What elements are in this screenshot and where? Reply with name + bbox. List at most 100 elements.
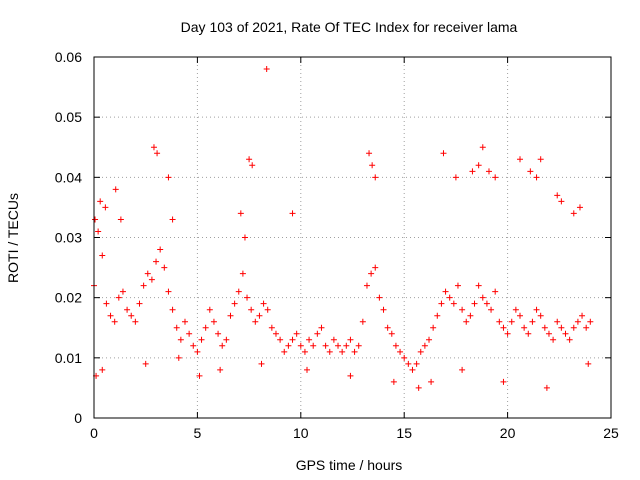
y-axis-label: ROTI / TECUs: [5, 193, 21, 283]
data-point: [459, 366, 466, 373]
data-point: [543, 384, 550, 391]
data-point: [144, 270, 151, 277]
data-point: [231, 300, 238, 307]
data-point: [368, 270, 375, 277]
data-point: [237, 210, 244, 217]
data-point: [210, 318, 217, 325]
data-point: [583, 324, 590, 331]
data-point: [175, 354, 182, 361]
data-point: [430, 324, 437, 331]
data-point: [558, 324, 565, 331]
data-point: [115, 294, 122, 301]
data-point: [285, 342, 292, 349]
data-point: [293, 330, 300, 337]
data-point: [384, 324, 391, 331]
x-tick-label: 10: [293, 425, 309, 441]
data-point: [541, 324, 548, 331]
y-tick-label: 0.04: [55, 169, 82, 185]
data-point: [304, 366, 311, 373]
data-point: [310, 342, 317, 349]
data-point: [289, 210, 296, 217]
data-point: [570, 210, 577, 217]
data-point: [426, 336, 433, 343]
data-point: [219, 342, 226, 349]
data-point: [343, 342, 350, 349]
data-point: [186, 330, 193, 337]
x-tick-label: 20: [500, 425, 516, 441]
data-point: [268, 324, 275, 331]
data-point: [95, 228, 102, 235]
data-point: [326, 348, 333, 355]
data-point: [392, 342, 399, 349]
data-point: [339, 348, 346, 355]
chart-title: Day 103 of 2021, Rate Of TEC Index for r…: [181, 19, 518, 35]
data-point: [415, 384, 422, 391]
data-point: [215, 330, 222, 337]
data-point: [442, 288, 449, 295]
data-point: [252, 318, 259, 325]
data-point: [417, 348, 424, 355]
data-point: [517, 156, 524, 163]
data-point: [545, 330, 552, 337]
data-point: [467, 312, 474, 319]
data-point: [165, 288, 172, 295]
data-point: [173, 324, 180, 331]
data-point: [463, 318, 470, 325]
data-point: [585, 360, 592, 367]
data-point: [459, 306, 466, 313]
data-point: [154, 150, 161, 157]
data-point: [533, 174, 540, 181]
data-point: [475, 282, 482, 289]
data-point: [397, 348, 404, 355]
data-point: [264, 306, 271, 313]
y-tick-label: 0.02: [55, 290, 82, 306]
data-point: [380, 306, 387, 313]
data-point: [235, 288, 242, 295]
data-point: [112, 186, 119, 193]
data-point: [99, 366, 106, 373]
data-point: [529, 318, 536, 325]
data-point: [537, 312, 544, 319]
data-point: [99, 252, 106, 259]
data-point: [527, 168, 534, 175]
data-point: [562, 330, 569, 337]
data-point: [558, 198, 565, 205]
data-point: [239, 270, 246, 277]
data-point: [428, 378, 435, 385]
x-axis-label: GPS time / hours: [296, 457, 403, 473]
x-tick-label: 15: [396, 425, 412, 441]
data-point: [136, 300, 143, 307]
data-point: [488, 306, 495, 313]
data-point: [198, 336, 205, 343]
data-point: [301, 348, 308, 355]
x-tick-label: 5: [194, 425, 202, 441]
data-point: [469, 168, 476, 175]
y-tick-label: 0: [74, 410, 82, 426]
data-point: [390, 378, 397, 385]
y-tick-label: 0.01: [55, 350, 82, 366]
data-point: [227, 312, 234, 319]
data-point: [169, 216, 176, 223]
data-point: [241, 234, 248, 241]
data-point: [150, 144, 157, 151]
data-point: [434, 312, 441, 319]
data-point: [248, 306, 255, 313]
data-point: [372, 264, 379, 271]
data-point: [140, 282, 147, 289]
data-point: [452, 174, 459, 181]
y-tick-label: 0.06: [55, 49, 82, 65]
data-point: [330, 336, 337, 343]
data-point: [335, 342, 342, 349]
data-point: [281, 348, 288, 355]
data-point: [363, 282, 370, 289]
data-point: [111, 318, 118, 325]
data-point: [260, 300, 267, 307]
data-point: [181, 318, 188, 325]
data-point: [314, 330, 321, 337]
data-point: [576, 204, 583, 211]
grid-lines: [94, 57, 611, 418]
data-point: [277, 336, 284, 343]
data-point: [438, 300, 445, 307]
data-point: [517, 312, 524, 319]
